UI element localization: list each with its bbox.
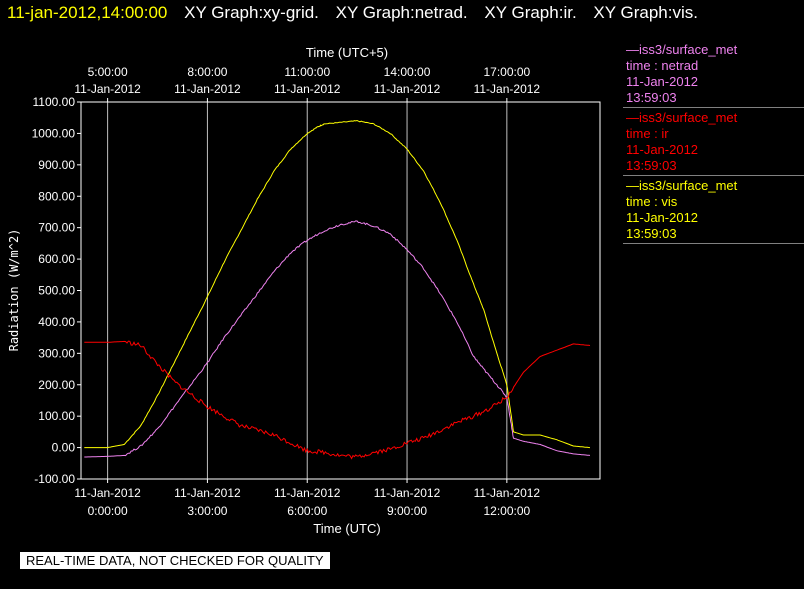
y-tick-label: 300.00 [38, 346, 75, 360]
x-tick-label-time: 0:00:00 [88, 504, 128, 518]
x2-tick-label-date: 11-Jan-2012 [374, 82, 441, 96]
x-tick-label-time: 6:00:00 [287, 504, 327, 518]
grid-lines [107, 102, 508, 479]
x2-tick-label-time: 5:00:00 [88, 65, 128, 79]
y-tick-label: 700.00 [38, 221, 75, 235]
timestamp: 11-jan-2012,14:00:00 [7, 3, 168, 22]
y-tick-label: 900.00 [38, 158, 75, 172]
legend: —iss3/surface_met time : netrad 11-Jan-2… [623, 40, 804, 244]
legend-source: —iss3/surface_met [626, 110, 738, 125]
y-tick-label: 500.00 [38, 284, 75, 298]
legend-time: 13:59:03 [626, 226, 677, 241]
series-group [84, 119, 591, 460]
x2-tick-label-time: 8:00:00 [187, 65, 227, 79]
legend-date: 11-Jan-2012 [626, 210, 699, 225]
series-line-vis [84, 119, 591, 449]
graph-title-ir: XY Graph:ir. [484, 3, 577, 22]
x2-tick-label-time: 17:00:00 [483, 65, 530, 79]
legend-entry-netrad[interactable]: —iss3/surface_met time : netrad 11-Jan-2… [623, 40, 804, 108]
x2-tick-label-time: 11:00:00 [284, 65, 330, 79]
x2-tick-label-date: 11-Jan-2012 [174, 82, 241, 96]
x-axis-top: 5:00:00 11-Jan-2012 8:00:00 11-Jan-2012 11:0… [74, 65, 540, 102]
x-tick-label-time: 12:00:00 [483, 504, 530, 518]
y-tick-label: -100.00 [34, 472, 75, 486]
y-tick-label: 1100.00 [33, 95, 76, 109]
x-tick-label-date: 11-Jan-2012 [374, 486, 441, 500]
y-tick-label: 100.00 [38, 409, 75, 423]
legend-entry-vis[interactable]: —iss3/surface_met time : vis 11-Jan-2012… [623, 176, 804, 244]
y-tick-label: 1000.00 [32, 126, 76, 140]
x-axis-bottom: 11-Jan-2012 0:00:00 11-Jan-2012 3:00:00 11-J… [74, 479, 540, 518]
x-tick-label-date: 11-Jan-2012 [74, 486, 141, 500]
legend-field: time : vis [626, 194, 678, 209]
x-tick-label-time: 9:00:00 [387, 504, 427, 518]
legend-time: 13:59:03 [626, 90, 677, 105]
legend-date: 11-Jan-2012 [626, 74, 699, 89]
x2-tick-label-date: 11-Jan-2012 [474, 82, 541, 96]
legend-entry-ir[interactable]: —iss3/surface_met time : ir 11-Jan-2012 … [623, 108, 804, 176]
y-tick-label: 0.00 [52, 441, 76, 455]
header: 11-jan-2012,14:00:00 XY Graph:xy-grid. X… [7, 3, 698, 23]
legend-source: —iss3/surface_met [626, 178, 738, 193]
x-tick-label-time: 3:00:00 [187, 504, 227, 518]
legend-time: 13:59:03 [626, 158, 677, 173]
series-line-netrad [84, 220, 591, 458]
x2-tick-label-date: 11-Jan-2012 [74, 82, 141, 96]
y-tick-label: 600.00 [38, 252, 75, 266]
x-axis-label: Time (UTC) [313, 521, 380, 536]
x-tick-label-date: 11-Jan-2012 [274, 486, 341, 500]
y-tick-label: 800.00 [38, 189, 75, 203]
graph-title-netrad: XY Graph:netrad. [335, 3, 468, 22]
series-line-ir [84, 340, 591, 460]
x-tick-label-date: 11-Jan-2012 [474, 486, 541, 500]
x2-tick-label-date: 11-Jan-2012 [274, 82, 341, 96]
quality-disclaimer: REAL-TIME DATA, NOT CHECKED FOR QUALITY [20, 552, 330, 569]
x2-tick-label-time: 14:00:00 [384, 65, 431, 79]
legend-field: time : netrad [626, 58, 699, 73]
x2-axis-label: Time (UTC+5) [306, 45, 388, 60]
graph-title-xy-grid: XY Graph:xy-grid. [184, 3, 319, 22]
legend-field: time : ir [626, 126, 669, 141]
y-tick-label: 200.00 [38, 378, 75, 392]
y-axis: 1100.00 1000.00 900.00 800.00 700.00 600.00 50… [32, 95, 81, 486]
legend-date: 11-Jan-2012 [626, 142, 699, 157]
y-axis-label: Radiation (W/m^2) [7, 229, 21, 352]
x-tick-label-date: 11-Jan-2012 [174, 486, 241, 500]
legend-source: —iss3/surface_met [626, 42, 738, 57]
y-tick-label: 400.00 [38, 315, 75, 329]
plot-frame [80, 101, 601, 480]
graph-title-vis: XY Graph:vis. [593, 3, 698, 22]
